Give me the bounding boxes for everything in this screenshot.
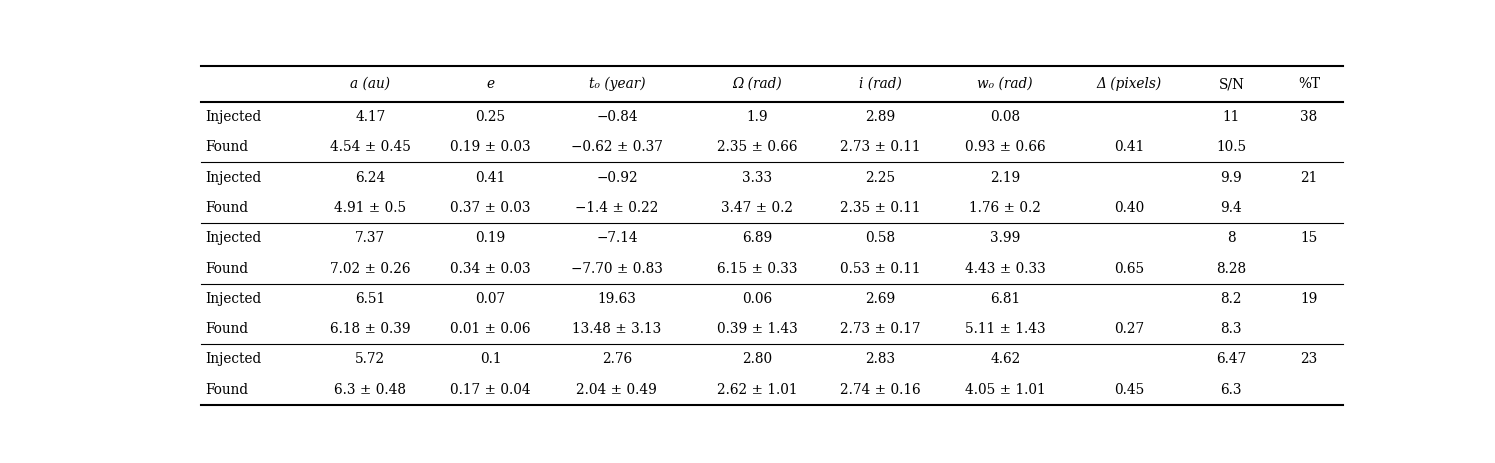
Text: 5.11 ± 1.43: 5.11 ± 1.43 bbox=[964, 322, 1045, 336]
Text: Injected: Injected bbox=[205, 110, 262, 124]
Text: e: e bbox=[486, 77, 495, 91]
Text: 10.5: 10.5 bbox=[1217, 140, 1247, 154]
Text: 2.83: 2.83 bbox=[866, 352, 896, 367]
Text: a (au): a (au) bbox=[350, 77, 390, 91]
Text: Ω (rad): Ω (rad) bbox=[733, 77, 782, 91]
Text: 0.45: 0.45 bbox=[1114, 383, 1144, 397]
Text: 2.89: 2.89 bbox=[866, 110, 896, 124]
Text: 38: 38 bbox=[1301, 110, 1317, 124]
Text: Injected: Injected bbox=[205, 352, 262, 367]
Text: 2.80: 2.80 bbox=[742, 352, 771, 367]
Text: −1.4 ± 0.22: −1.4 ± 0.22 bbox=[576, 201, 658, 215]
Text: 4.43 ± 0.33: 4.43 ± 0.33 bbox=[964, 262, 1045, 275]
Text: 13.48 ± 3.13: 13.48 ± 3.13 bbox=[573, 322, 661, 336]
Text: 6.15 ± 0.33: 6.15 ± 0.33 bbox=[716, 262, 797, 275]
Text: 15: 15 bbox=[1301, 231, 1317, 245]
Text: 9.4: 9.4 bbox=[1220, 201, 1242, 215]
Text: 3.47 ± 0.2: 3.47 ± 0.2 bbox=[721, 201, 792, 215]
Text: 0.08: 0.08 bbox=[990, 110, 1020, 124]
Text: 0.19: 0.19 bbox=[475, 231, 505, 245]
Text: 2.62 ± 1.01: 2.62 ± 1.01 bbox=[716, 383, 797, 397]
Text: S/N: S/N bbox=[1218, 77, 1244, 91]
Text: 23: 23 bbox=[1301, 352, 1317, 367]
Text: 0.65: 0.65 bbox=[1114, 262, 1144, 275]
Text: 5.72: 5.72 bbox=[356, 352, 386, 367]
Text: 2.35 ± 0.66: 2.35 ± 0.66 bbox=[716, 140, 797, 154]
Text: 8.3: 8.3 bbox=[1220, 322, 1242, 336]
Text: i (rad): i (rad) bbox=[858, 77, 901, 91]
Text: 0.17 ± 0.04: 0.17 ± 0.04 bbox=[450, 383, 531, 397]
Text: 0.41: 0.41 bbox=[1114, 140, 1144, 154]
Text: 6.3: 6.3 bbox=[1220, 383, 1242, 397]
Text: −7.14: −7.14 bbox=[597, 231, 638, 245]
Text: 0.06: 0.06 bbox=[742, 292, 771, 306]
Text: 0.39 ± 1.43: 0.39 ± 1.43 bbox=[716, 322, 797, 336]
Text: 8: 8 bbox=[1227, 231, 1236, 245]
Text: 2.69: 2.69 bbox=[866, 292, 896, 306]
Text: 7.02 ± 0.26: 7.02 ± 0.26 bbox=[330, 262, 411, 275]
Text: 6.18 ± 0.39: 6.18 ± 0.39 bbox=[330, 322, 411, 336]
Text: 7.37: 7.37 bbox=[356, 231, 386, 245]
Text: 4.17: 4.17 bbox=[356, 110, 386, 124]
Text: 0.58: 0.58 bbox=[866, 231, 896, 245]
Text: Found: Found bbox=[205, 262, 248, 275]
Text: 0.25: 0.25 bbox=[475, 110, 505, 124]
Text: 0.34 ± 0.03: 0.34 ± 0.03 bbox=[450, 262, 531, 275]
Text: Found: Found bbox=[205, 201, 248, 215]
Text: Found: Found bbox=[205, 383, 248, 397]
Text: 0.53 ± 0.11: 0.53 ± 0.11 bbox=[840, 262, 921, 275]
Text: 11: 11 bbox=[1223, 110, 1239, 124]
Text: −0.84: −0.84 bbox=[597, 110, 638, 124]
Text: 6.89: 6.89 bbox=[742, 231, 771, 245]
Text: Injected: Injected bbox=[205, 231, 262, 245]
Text: 1.76 ± 0.2: 1.76 ± 0.2 bbox=[969, 201, 1041, 215]
Text: 4.91 ± 0.5: 4.91 ± 0.5 bbox=[335, 201, 407, 215]
Text: %T: %T bbox=[1298, 77, 1320, 91]
Text: 6.47: 6.47 bbox=[1217, 352, 1247, 367]
Text: 6.24: 6.24 bbox=[356, 170, 386, 185]
Text: t₀ (year): t₀ (year) bbox=[589, 77, 646, 91]
Text: 0.1: 0.1 bbox=[480, 352, 501, 367]
Text: 2.25: 2.25 bbox=[866, 170, 896, 185]
Text: 3.99: 3.99 bbox=[990, 231, 1021, 245]
Text: 6.3 ± 0.48: 6.3 ± 0.48 bbox=[335, 383, 407, 397]
Text: 0.40: 0.40 bbox=[1114, 201, 1144, 215]
Text: 0.93 ± 0.66: 0.93 ± 0.66 bbox=[964, 140, 1045, 154]
Text: 0.27: 0.27 bbox=[1114, 322, 1144, 336]
Text: 9.9: 9.9 bbox=[1220, 170, 1242, 185]
Text: −7.70 ± 0.83: −7.70 ± 0.83 bbox=[571, 262, 662, 275]
Text: 8.2: 8.2 bbox=[1220, 292, 1242, 306]
Text: 4.62: 4.62 bbox=[990, 352, 1021, 367]
Text: 19.63: 19.63 bbox=[598, 292, 637, 306]
Text: 6.51: 6.51 bbox=[356, 292, 386, 306]
Text: 19: 19 bbox=[1301, 292, 1317, 306]
Text: 2.76: 2.76 bbox=[602, 352, 632, 367]
Text: w₀ (rad): w₀ (rad) bbox=[978, 77, 1033, 91]
Text: 0.01 ± 0.06: 0.01 ± 0.06 bbox=[450, 322, 531, 336]
Text: 0.41: 0.41 bbox=[475, 170, 505, 185]
Text: 2.35 ± 0.11: 2.35 ± 0.11 bbox=[840, 201, 921, 215]
Text: 2.73 ± 0.17: 2.73 ± 0.17 bbox=[840, 322, 921, 336]
Text: Injected: Injected bbox=[205, 170, 262, 185]
Text: 6.81: 6.81 bbox=[990, 292, 1020, 306]
Text: 21: 21 bbox=[1301, 170, 1317, 185]
Text: 0.37 ± 0.03: 0.37 ± 0.03 bbox=[450, 201, 531, 215]
Text: 8.28: 8.28 bbox=[1217, 262, 1247, 275]
Text: 2.04 ± 0.49: 2.04 ± 0.49 bbox=[577, 383, 658, 397]
Text: Found: Found bbox=[205, 140, 248, 154]
Text: 4.54 ± 0.45: 4.54 ± 0.45 bbox=[330, 140, 411, 154]
Text: 2.73 ± 0.11: 2.73 ± 0.11 bbox=[840, 140, 921, 154]
Text: 1.9: 1.9 bbox=[746, 110, 768, 124]
Text: 0.19 ± 0.03: 0.19 ± 0.03 bbox=[450, 140, 531, 154]
Text: Δ (pixels): Δ (pixels) bbox=[1096, 77, 1162, 91]
Text: Found: Found bbox=[205, 322, 248, 336]
Text: −0.62 ± 0.37: −0.62 ± 0.37 bbox=[571, 140, 662, 154]
Text: 2.19: 2.19 bbox=[990, 170, 1021, 185]
Text: −0.92: −0.92 bbox=[597, 170, 638, 185]
Text: 2.74 ± 0.16: 2.74 ± 0.16 bbox=[840, 383, 921, 397]
Text: 4.05 ± 1.01: 4.05 ± 1.01 bbox=[964, 383, 1045, 397]
Text: 0.07: 0.07 bbox=[475, 292, 505, 306]
Text: Injected: Injected bbox=[205, 292, 262, 306]
Text: 3.33: 3.33 bbox=[742, 170, 771, 185]
